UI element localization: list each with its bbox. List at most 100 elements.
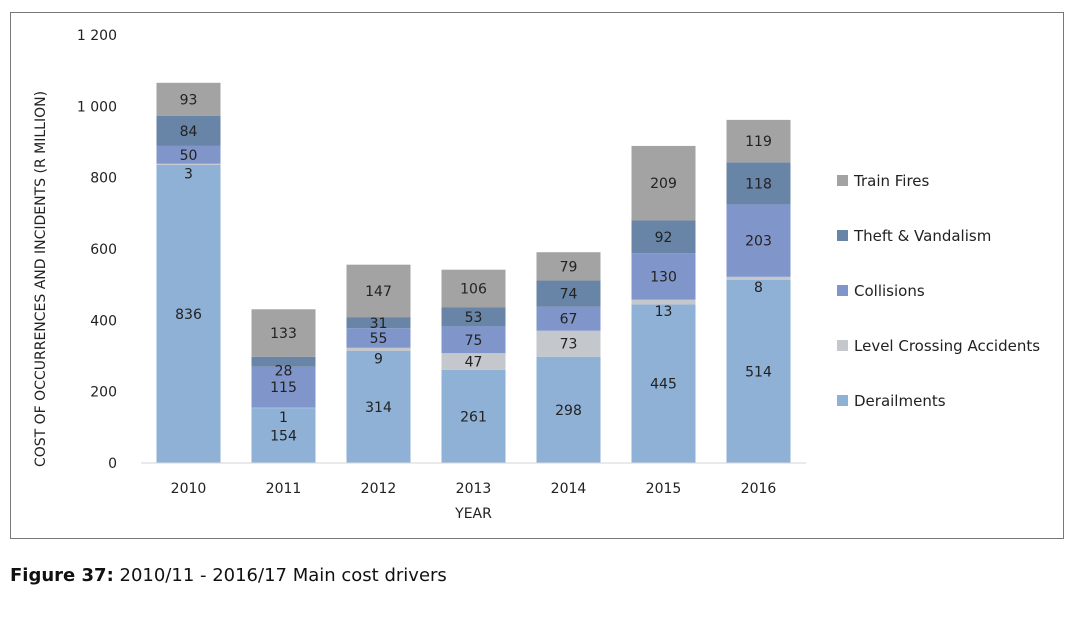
- bar-segment: [536, 356, 601, 463]
- data-label: 130: [650, 269, 677, 285]
- legend-label: Level Crossing Accidents: [854, 337, 1040, 355]
- y-tick-label: 600: [90, 242, 117, 258]
- bar-segment: [726, 204, 791, 277]
- bar-segment: [631, 304, 696, 463]
- data-label: 73: [560, 337, 578, 353]
- y-tick-label: 800: [90, 171, 117, 187]
- bar-segment: [251, 309, 316, 357]
- legend-label: Derailments: [854, 392, 946, 410]
- y-tick-label: 1 200: [77, 28, 117, 44]
- legend-label: Theft & Vandalism: [853, 227, 991, 245]
- data-label: 13: [655, 304, 673, 320]
- data-label: 314: [365, 400, 392, 416]
- data-label: 28: [275, 364, 293, 380]
- x-tick-label: 2010: [171, 481, 207, 497]
- data-label: 9: [374, 351, 383, 367]
- data-label: 50: [180, 148, 198, 164]
- bar-segment: [346, 317, 411, 329]
- data-label: 154: [270, 429, 297, 445]
- data-label: 67: [560, 312, 578, 328]
- legend-label: Collisions: [854, 282, 925, 300]
- bar-segment: [156, 82, 221, 116]
- bar-segment: [726, 276, 791, 280]
- bar-segment: [156, 163, 221, 165]
- bar-segment: [441, 369, 506, 463]
- y-tick-label: 200: [90, 385, 117, 401]
- data-label: 118: [745, 176, 772, 192]
- data-label: 209: [650, 176, 677, 192]
- bar-segment: [536, 280, 601, 307]
- figure-caption: Figure 37: 2010/11 - 2016/17 Main cost d…: [10, 565, 447, 586]
- x-tick-label: 2014: [551, 481, 587, 497]
- y-tick-label: 0: [108, 456, 117, 472]
- bar-segment: [156, 145, 221, 164]
- y-tick-label: 400: [90, 313, 117, 329]
- data-label: 106: [460, 282, 487, 298]
- bar-segment: [156, 115, 221, 146]
- legend-swatch: [837, 230, 848, 241]
- chart-frame: 0 200 400 600 800 1 000 1 200 836 3 50 84 93 154 1 11…: [10, 12, 1064, 539]
- data-label: 31: [370, 316, 388, 332]
- bar-segment: [536, 330, 601, 357]
- legend-swatch: [837, 175, 848, 186]
- bar-segment: [346, 328, 411, 348]
- data-label: 133: [270, 326, 297, 342]
- legend: Train Fires Theft & Vandalism Collisions Le…: [837, 172, 1040, 410]
- x-tick-label: 2011: [266, 481, 302, 497]
- data-label: 836: [175, 307, 202, 323]
- data-label: 119: [745, 134, 772, 150]
- data-label: 514: [745, 364, 772, 380]
- bar-segment: [346, 264, 411, 318]
- bar-segment: [726, 119, 791, 163]
- x-tick-label: 2015: [646, 481, 682, 497]
- data-label: 74: [560, 287, 578, 303]
- legend-swatch: [837, 395, 848, 406]
- bar-segment: [346, 347, 411, 352]
- bar-segment: [251, 408, 316, 463]
- data-label: 8: [754, 280, 763, 296]
- x-axis-title: YEAR: [454, 506, 492, 522]
- bar-segment: [631, 253, 696, 300]
- bar-segment: [536, 306, 601, 331]
- bar-segment: [156, 164, 221, 463]
- bar-segment: [726, 162, 791, 205]
- bar-segment: [251, 356, 316, 367]
- data-label: 445: [650, 377, 677, 393]
- data-label: 84: [180, 124, 198, 140]
- bar-segment: [726, 279, 791, 463]
- data-label: 79: [560, 259, 578, 275]
- data-label: 47: [465, 355, 483, 371]
- data-label: 93: [180, 92, 198, 108]
- data-label: 261: [460, 409, 487, 425]
- bar-segment: [536, 252, 601, 281]
- data-label: 298: [555, 403, 582, 419]
- bar-segment: [631, 299, 696, 305]
- y-tick-label: 1 000: [77, 99, 117, 115]
- data-label: 1: [279, 410, 288, 426]
- data-label: 203: [745, 234, 772, 250]
- y-axis-title: COST OF OCCURRENCES AND INCIDENTS (R MIL…: [33, 91, 49, 467]
- x-tick-label: 2013: [456, 481, 492, 497]
- legend-label: Train Fires: [853, 172, 930, 190]
- data-label: 75: [465, 333, 483, 349]
- data-label: 53: [465, 310, 483, 326]
- bar-segment: [631, 145, 696, 221]
- x-tick-label: 2012: [361, 481, 397, 497]
- caption-text: 2010/11 - 2016/17 Main cost drivers: [113, 565, 447, 586]
- bar-segment: [631, 220, 696, 254]
- bar-segment: [251, 366, 316, 408]
- data-label: 55: [370, 331, 388, 347]
- legend-swatch: [837, 340, 848, 351]
- legend-swatch: [837, 285, 848, 296]
- bar-segment: [441, 353, 506, 370]
- bar-segment: [441, 269, 506, 308]
- data-label: 147: [365, 284, 392, 300]
- stacked-bar-chart: 0 200 400 600 800 1 000 1 200 836 3 50 84 93 154 1 11…: [33, 28, 1040, 522]
- caption-label: Figure 37:: [10, 565, 114, 586]
- bar-segment: [346, 351, 411, 463]
- data-label: 92: [655, 230, 673, 246]
- x-tick-label: 2016: [741, 481, 777, 497]
- bar-segment: [441, 326, 506, 354]
- y-axis: 0 200 400 600 800 1 000 1 200: [77, 28, 117, 472]
